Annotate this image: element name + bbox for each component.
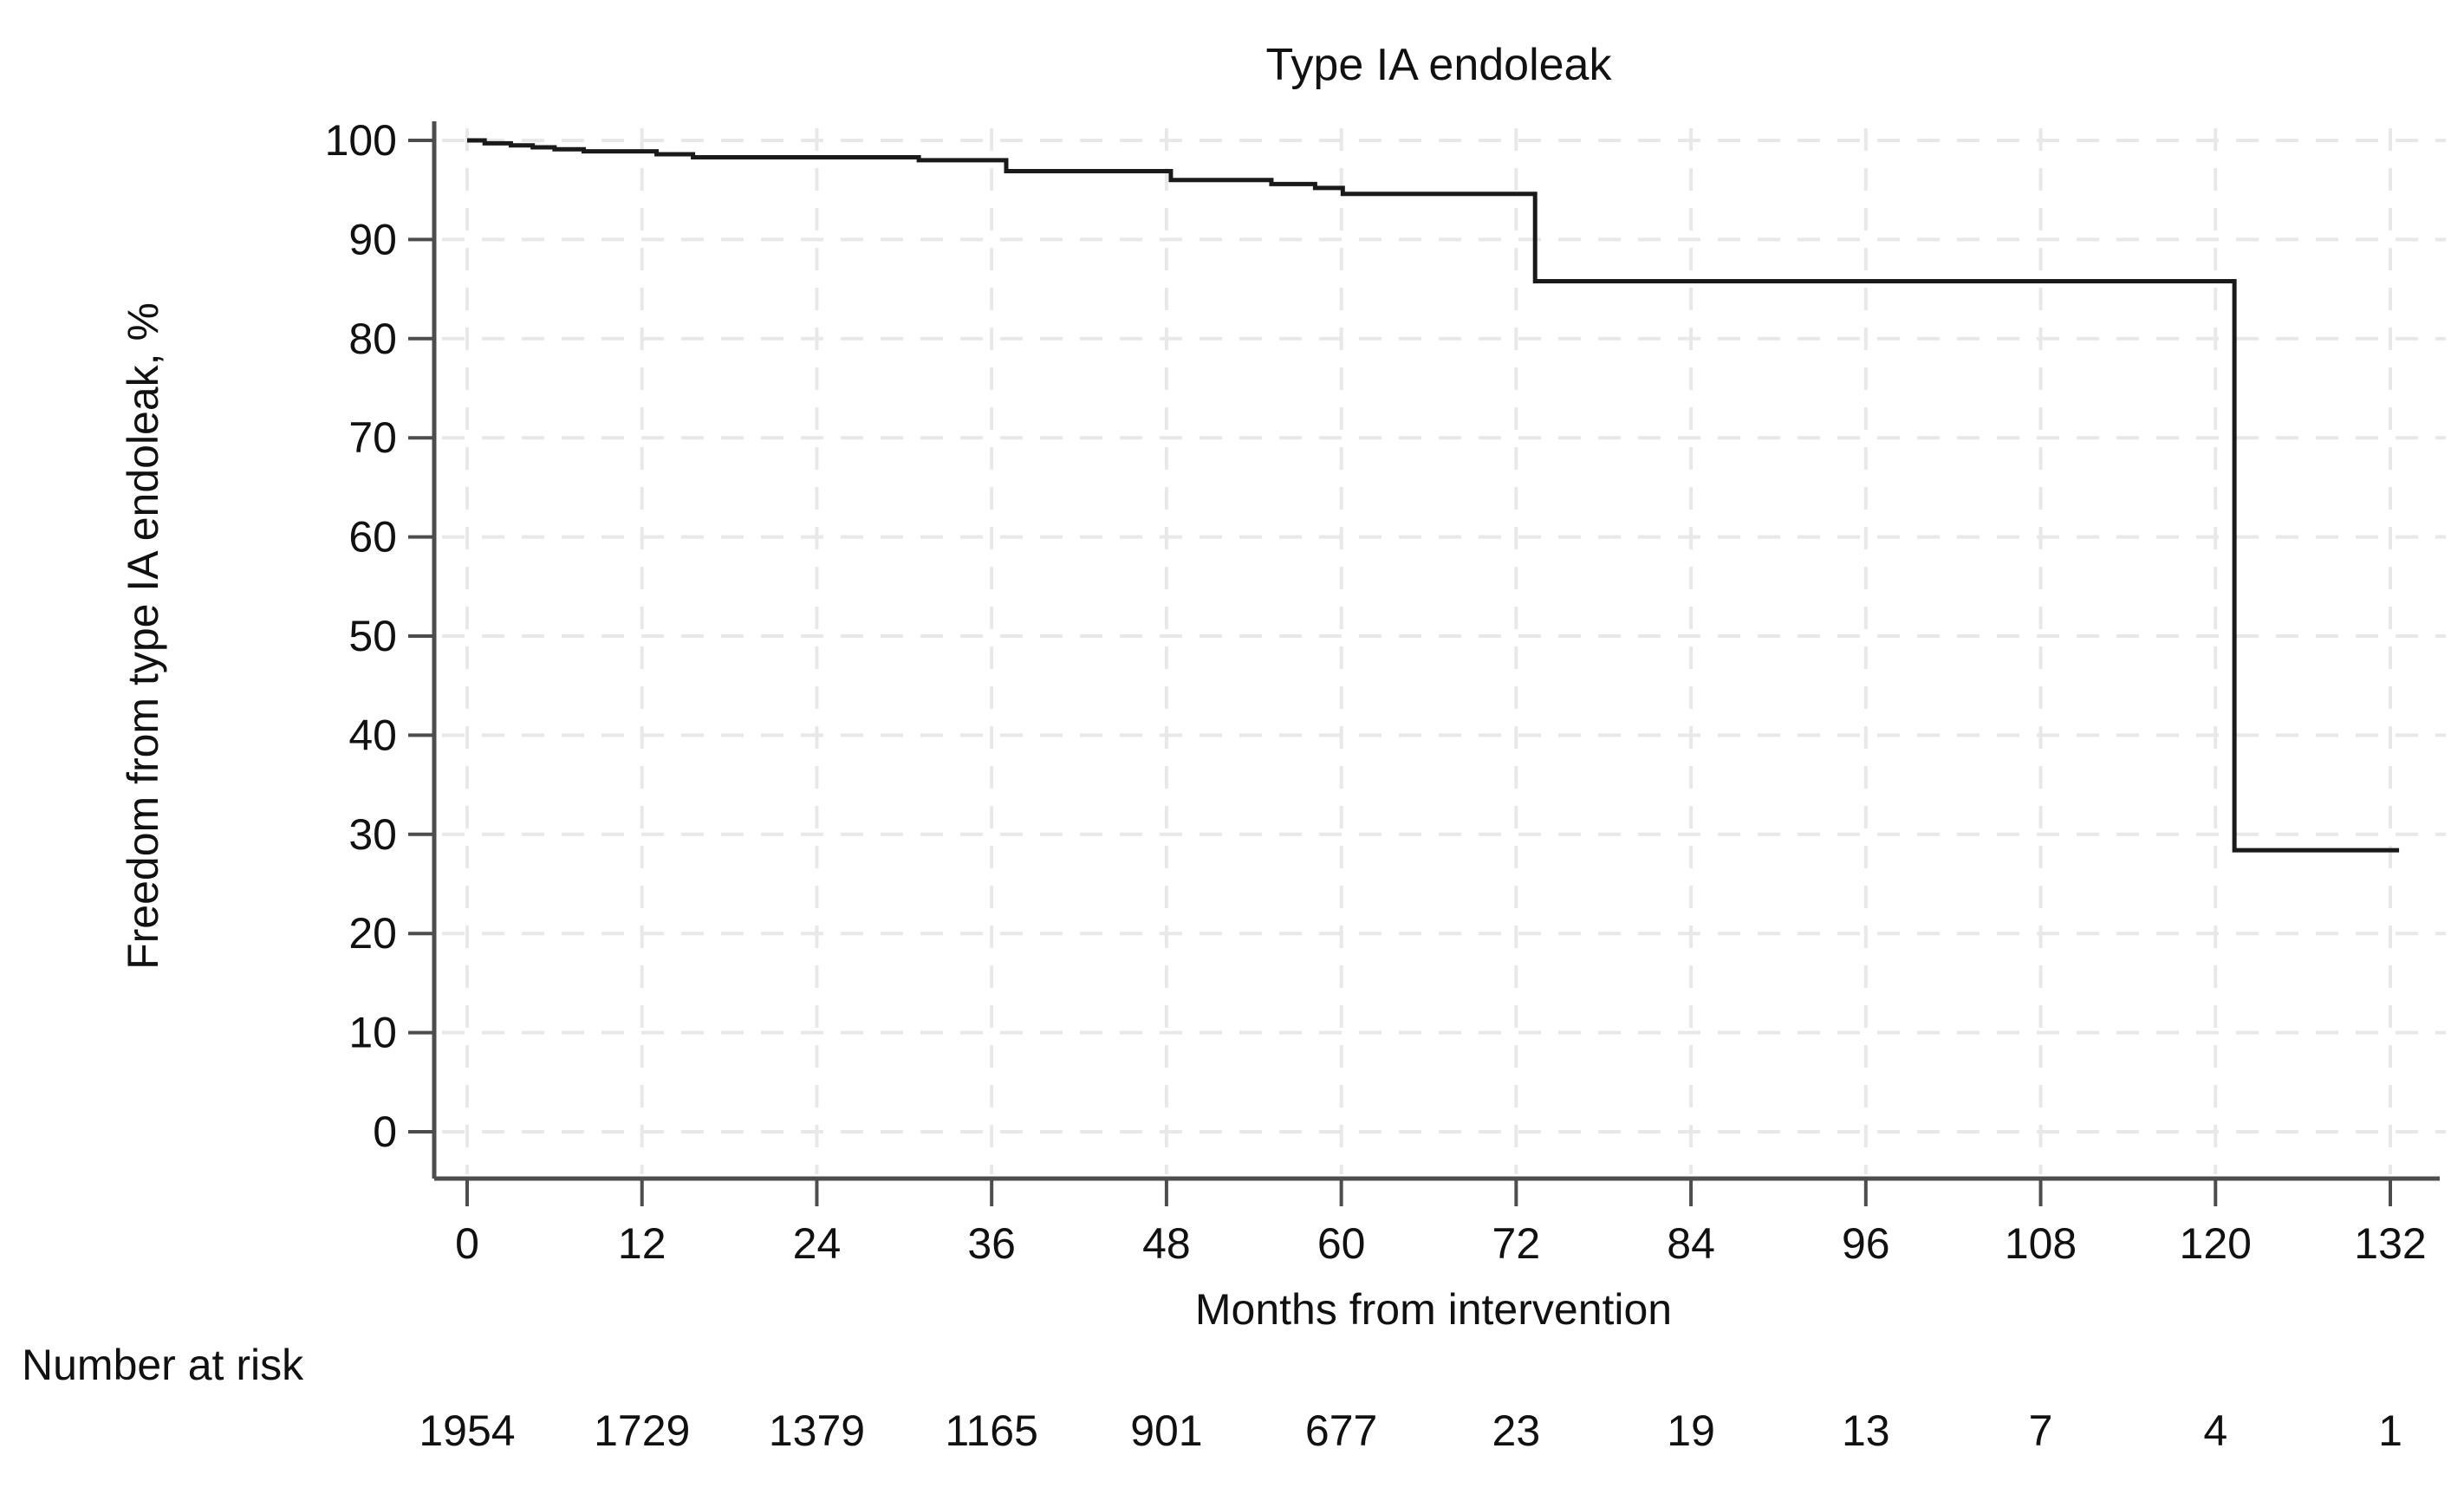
- plot-gridlines: [442, 128, 2446, 1174]
- y-tick-label: 40: [348, 711, 397, 759]
- x-tick-label: 96: [1842, 1219, 1890, 1268]
- risk-count: 1379: [769, 1406, 865, 1455]
- plot-tick-labels: 0 10 20 30 40 50 60 70 80 90 100 0 12 24 36 48 60 72 84 96 1…: [325, 116, 2427, 1268]
- risk-count: 1954: [419, 1406, 515, 1455]
- risk-count: 1: [2378, 1406, 2402, 1455]
- risk-count: 1165: [945, 1406, 1038, 1455]
- y-axis-label: Freedom from type IA endoleak, %: [119, 302, 167, 970]
- y-tick-label: 50: [348, 612, 397, 660]
- risk-count: 677: [1305, 1406, 1377, 1455]
- plot-axes: [432, 121, 2440, 1181]
- risk-table-row: 1954 1729 1379 1165 901 677 23 19 13 7 4 1: [419, 1406, 2402, 1455]
- chart-title: Type IA endoleak: [1266, 40, 1613, 90]
- y-tick-label: 10: [348, 1009, 397, 1057]
- y-tick-label: 60: [348, 513, 397, 562]
- x-tick-label: 0: [455, 1219, 479, 1268]
- y-tick-label: 80: [348, 315, 397, 363]
- risk-count: 13: [1842, 1406, 1890, 1455]
- risk-table-label: Number at risk: [22, 1341, 304, 1389]
- risk-count: 4: [2203, 1406, 2227, 1455]
- x-tick-label: 60: [1317, 1219, 1366, 1268]
- x-tick-label: 24: [793, 1219, 842, 1268]
- x-tick-label: 108: [2005, 1219, 2077, 1268]
- risk-count: 19: [1667, 1406, 1715, 1455]
- km-curve: [467, 138, 2400, 853]
- y-tick-label: 100: [325, 116, 397, 165]
- x-tick-label: 36: [967, 1219, 1016, 1268]
- x-tick-label: 120: [2180, 1219, 2252, 1268]
- risk-count: 23: [1492, 1406, 1541, 1455]
- risk-count: 1729: [594, 1406, 690, 1455]
- km-curve-group: [467, 138, 2400, 853]
- x-tick-label: 84: [1667, 1219, 1715, 1268]
- y-tick-label: 20: [348, 909, 397, 958]
- x-tick-label: 48: [1142, 1219, 1191, 1268]
- risk-count: 7: [2029, 1406, 2053, 1455]
- y-tick-label: 70: [348, 413, 397, 462]
- x-tick-label: 72: [1492, 1219, 1541, 1268]
- x-tick-label: 12: [618, 1219, 666, 1268]
- y-tick-label: 0: [373, 1108, 397, 1156]
- x-axis-label: Months from intervention: [1195, 1285, 1672, 1334]
- y-tick-label: 90: [348, 215, 397, 263]
- x-tick-label: 132: [2354, 1219, 2426, 1268]
- plot-ticks: [408, 139, 2392, 1206]
- risk-count: 901: [1130, 1406, 1202, 1455]
- y-tick-label: 30: [348, 810, 397, 859]
